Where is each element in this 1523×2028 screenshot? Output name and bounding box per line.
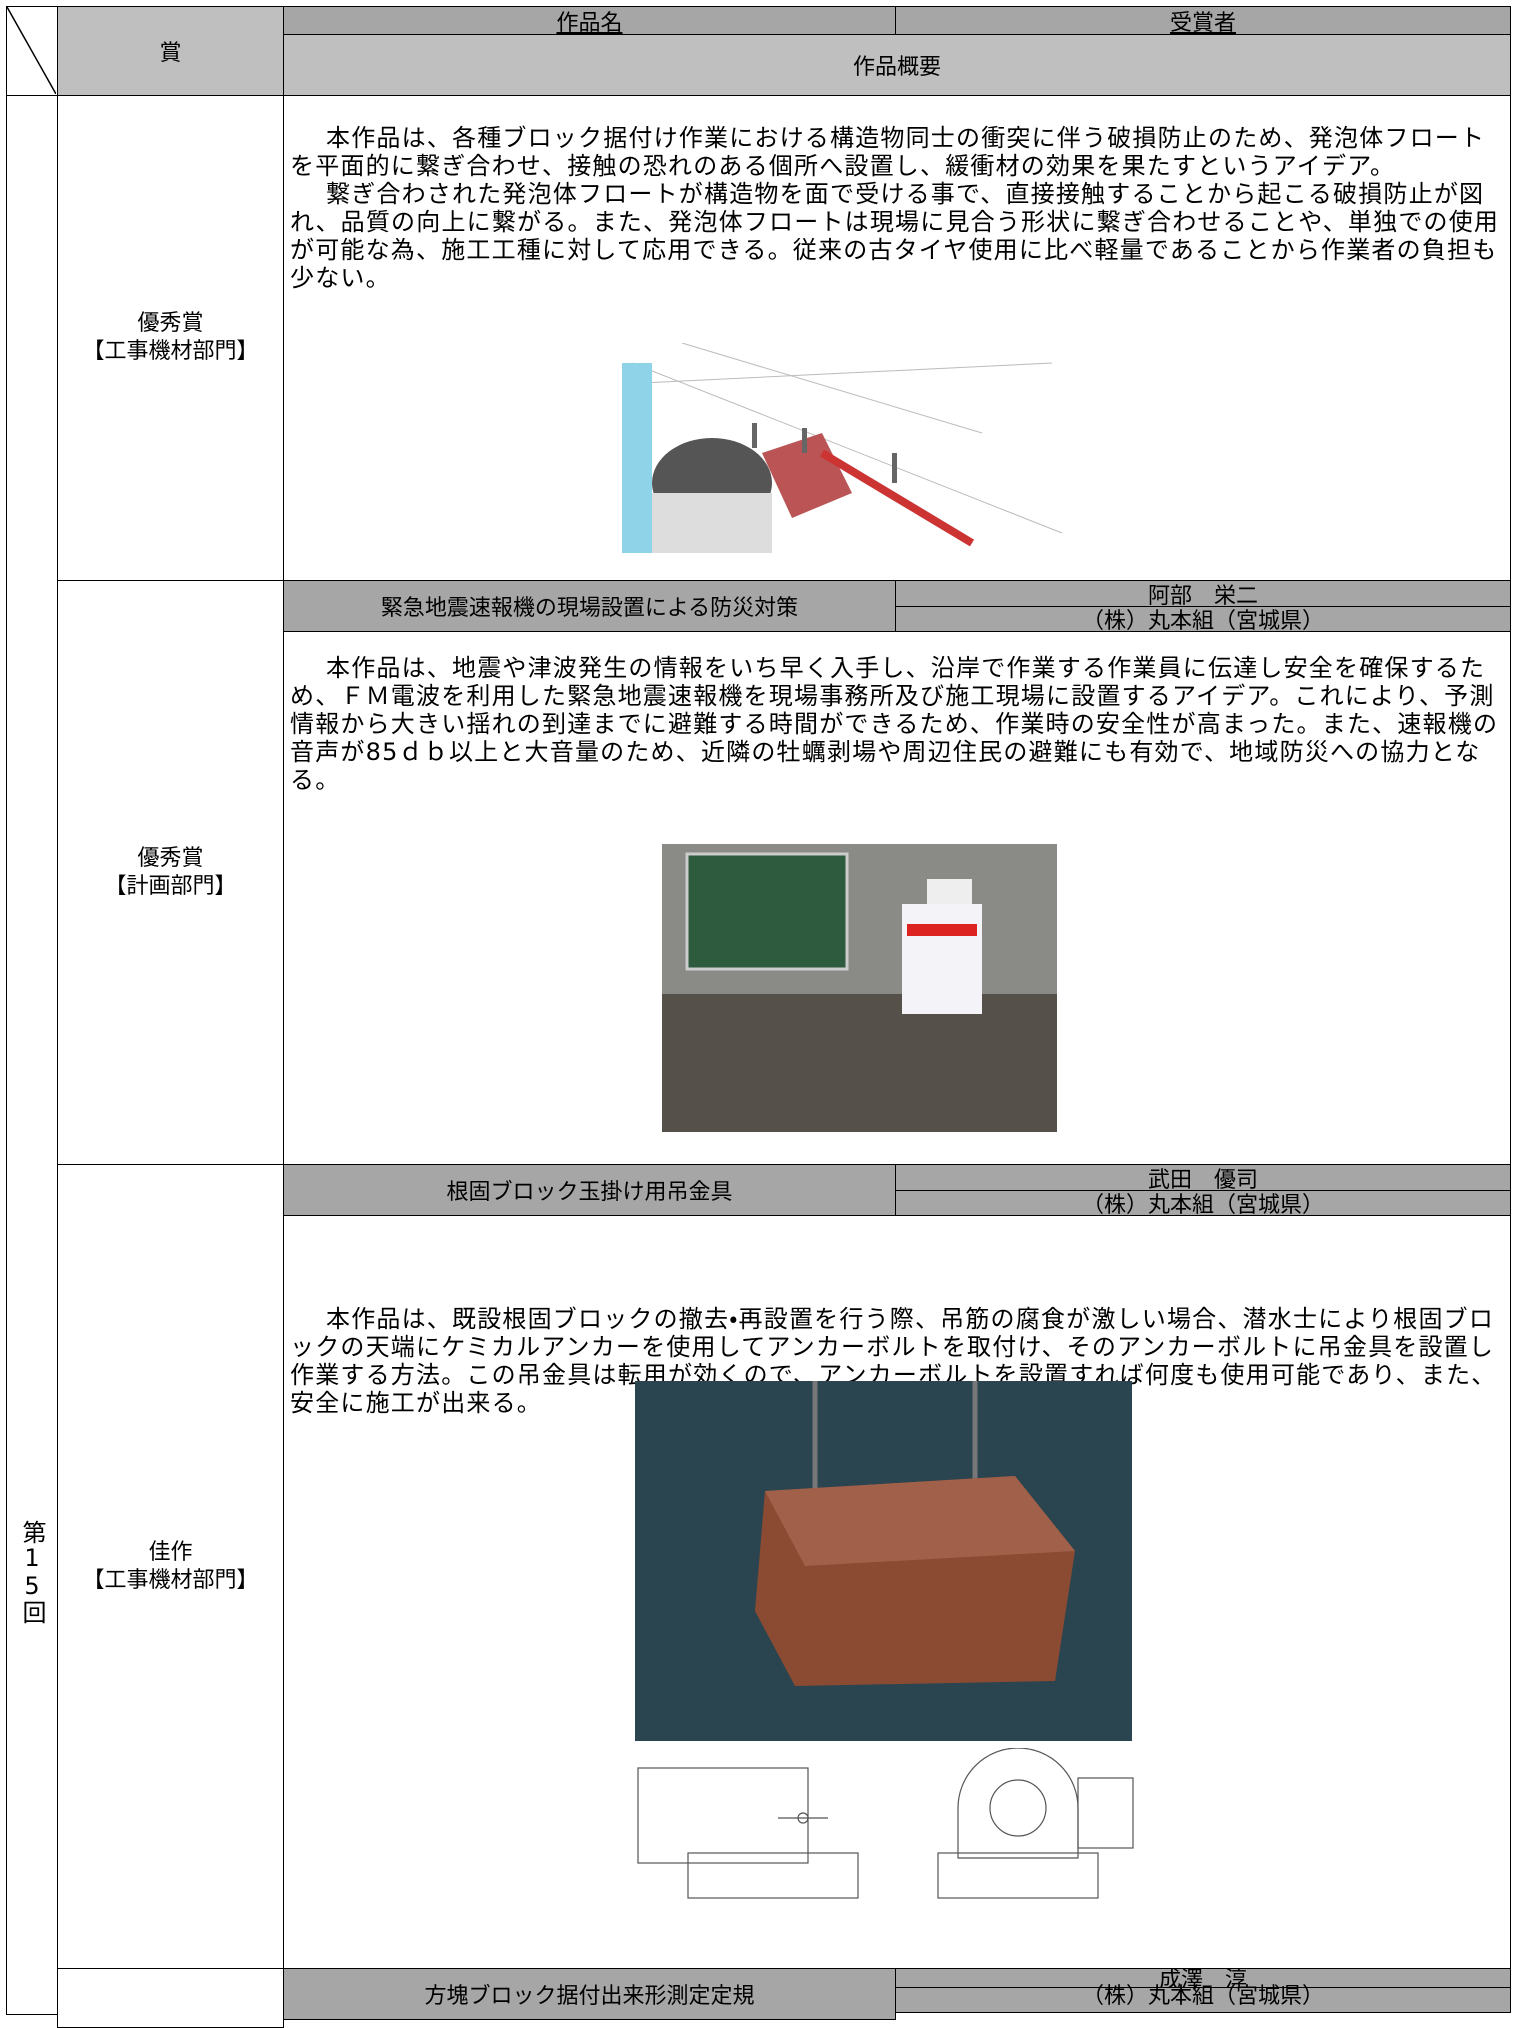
department: 【計画部門】 [104,873,237,899]
description: 本作品は、既設根固ブロックの撤去・再設置を行う際、吊筋の腐食が激しい場合、潜水士… [290,1305,1508,1417]
diagonal [7,7,56,94]
recipient: 武田 優司 [895,1164,1511,1193]
award-header: 賞 [57,6,284,96]
session-cell [6,95,58,2015]
company: （株）丸本組（宮城県） [895,1986,1511,2013]
award-cell: 優秀賞 【計画部門】 [57,580,284,1165]
drawing [637,1748,1134,1899]
department: 【工事機材部門】 [82,1567,259,1593]
company: （株）丸本組（宮城県） [895,1190,1511,1218]
paragraph: 本作品は、地震や津波発生の情報をいち早く入手し、沿岸で作業する作業員に伝達し安全… [290,654,1499,794]
photo [662,844,1057,1132]
work-title: 緊急地震速報機の現場設置による防災対策 [283,580,896,632]
illustration [622,343,1066,553]
recipient-header: 受賞者 [895,6,1511,36]
work-title: 方塊ブロック据付出来形測定定規 [283,1968,896,2020]
corner-cell [6,6,58,96]
award: 佳作 [148,1539,193,1565]
title-header: 作品名 [283,6,896,36]
description: 本作品は、各種ブロック据付け作業における構造物同士の衝突に伴う破損防止のため、発… [290,124,1508,292]
paragraph: 本作品は、既設根固ブロックの撤去・再設置を行う際、吊筋の腐食が激しい場合、潜水士… [290,1305,1497,1417]
award-cell [57,1968,284,2028]
paragraph: 繋ぎ合わされた発泡体フロートが構造物を面で受ける事で、直接接触することから起こる… [290,180,1500,292]
summary-header: 作品概要 [283,34,1511,96]
work-title: 根固ブロック玉掛け用吊金具 [283,1164,896,1216]
session-label: 第15回 [18,1520,46,1624]
award: 優秀賞 [137,311,204,336]
photo [635,1381,1132,1741]
description: 本作品は、地震や津波発生の情報をいち早く入手し、沿岸で作業する作業員に伝達し安全… [290,654,1508,794]
department: 【工事機材部門】 [82,339,259,364]
paragraph: 本作品は、各種ブロック据付け作業における構造物同士の衝突に伴う破損防止のため、発… [290,124,1486,180]
company: （株）丸本組（宮城県） [895,606,1511,634]
award-cell: 優秀賞 【工事機材部門】 [57,95,284,581]
award-cell: 佳作 【工事機材部門】 [57,1164,284,1969]
award: 優秀賞 [137,845,204,871]
recipient: 阿部 栄二 [895,580,1511,609]
